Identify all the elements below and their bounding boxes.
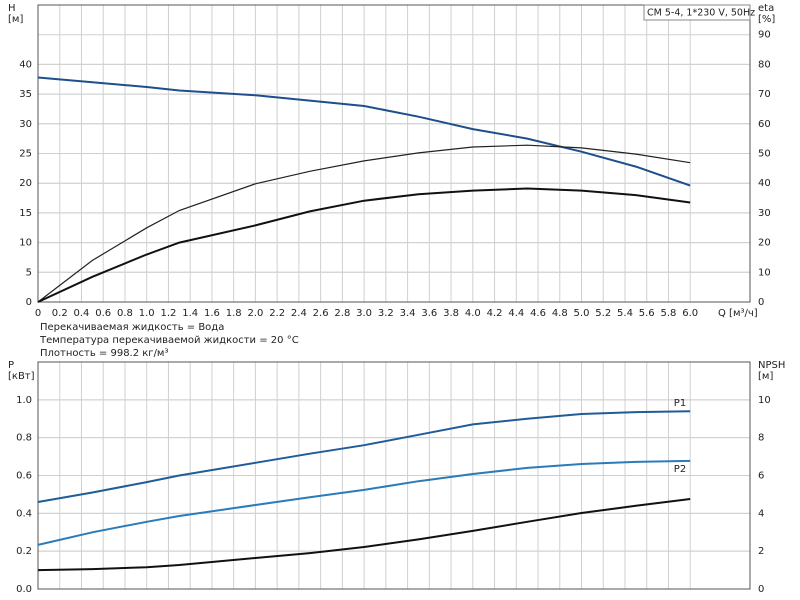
x-tick-label: 3.2 (378, 308, 394, 319)
y-tick-label: 0 (26, 297, 32, 308)
x-tick-label: 4.8 (552, 308, 568, 319)
series-line (37, 459, 691, 546)
y-tick-label: 15 (19, 208, 32, 219)
series-line (37, 410, 691, 503)
y2-tick-label: 50 (758, 149, 771, 160)
y2-tick-label: 6 (758, 471, 764, 482)
note: Температура перекачиваемой жидкости = 20… (39, 335, 299, 346)
y2-tick-label: 10 (758, 267, 771, 278)
y-tick-label: 0.8 (16, 433, 32, 444)
legend-title: CM 5-4, 1*230 V, 50Hz (647, 8, 755, 19)
y-tick-label: 0.0 (16, 584, 32, 595)
x-tick-label: 0.6 (95, 308, 111, 319)
x-tick-label: 4.4 (508, 308, 524, 319)
y2-tick-label: 90 (758, 30, 771, 41)
x-tick-label: 5.2 (595, 308, 611, 319)
y2-tick-label: 80 (758, 59, 771, 70)
y-tick-label: 1.0 (16, 395, 32, 406)
x-tick-label: 0.4 (74, 308, 90, 319)
x-tick-label: 2.4 (291, 308, 307, 319)
y2-tick-label: 2 (758, 546, 764, 557)
x-tick-label: 4.6 (530, 308, 546, 319)
y-tick-label: 0.4 (16, 508, 32, 519)
x-tick-label: 2.8 (334, 308, 350, 319)
y2-tick-label: 70 (758, 89, 771, 100)
y2-tick-label: 20 (758, 238, 771, 249)
series-line (37, 144, 691, 303)
y2-axis-label: eta (758, 3, 774, 14)
series-line (37, 187, 691, 303)
x-tick-label: 1.8 (226, 308, 242, 319)
y2-tick-label: 0 (758, 297, 764, 308)
y-tick-label: 0.6 (16, 471, 32, 482)
y-tick-label: 10 (19, 238, 32, 249)
x-tick-label: 5.4 (617, 308, 633, 319)
x-tick-label: 3.0 (356, 308, 372, 319)
y2-tick-label: 4 (758, 508, 764, 519)
x-tick-label: 6.0 (682, 308, 698, 319)
y-tick-label: 25 (19, 149, 32, 160)
plot-frame (37, 361, 751, 590)
x-tick-label: 3.6 (421, 308, 437, 319)
x-tick-label: 0.8 (117, 308, 133, 319)
series-line (37, 498, 691, 572)
x-tick-label: 5.8 (661, 308, 677, 319)
x-tick-label: 1.6 (204, 308, 220, 319)
series-label: P1 (674, 398, 686, 409)
series-line (37, 76, 691, 187)
series-label: P2 (674, 464, 686, 475)
note: Перекачиваемая жидкость = Вода (40, 322, 224, 333)
y-axis-unit: [кВт] (8, 371, 35, 382)
x-tick-label: 4.0 (465, 308, 481, 319)
y2-axis-label: NPSH (758, 360, 785, 371)
y2-tick-label: 40 (758, 178, 771, 189)
x-tick-label: 1.0 (139, 308, 155, 319)
y-tick-label: 5 (26, 267, 32, 278)
x-tick-label: 0.2 (52, 308, 68, 319)
x-axis-label: Q [м³/ч] (718, 308, 758, 319)
x-tick-label: 2.6 (313, 308, 329, 319)
x-tick-label: 4.2 (487, 308, 503, 319)
x-tick-label: 1.2 (160, 308, 176, 319)
x-tick-label: 5.0 (574, 308, 590, 319)
plot-frame (37, 4, 751, 303)
x-tick-label: 3.8 (443, 308, 459, 319)
x-tick-label: 0 (35, 308, 41, 319)
legend-box (643, 4, 751, 21)
y2-axis-unit: [%] (758, 14, 775, 25)
x-tick-label: 1.4 (182, 308, 198, 319)
y-axis-unit: [м] (8, 14, 23, 25)
y-tick-label: 20 (19, 178, 32, 189)
x-tick-label: 5.6 (639, 308, 655, 319)
y2-tick-label: 10 (758, 395, 771, 406)
y2-axis-unit: [м] (758, 371, 773, 382)
y2-tick-label: 30 (758, 208, 771, 219)
y2-tick-label: 0 (758, 584, 764, 595)
y-tick-label: 35 (19, 89, 32, 100)
y2-tick-label: 8 (758, 433, 764, 444)
y2-tick-label: 60 (758, 119, 771, 130)
y-axis-label: H (8, 3, 16, 14)
note: Плотность = 998.2 кг/м³ (40, 348, 169, 359)
x-tick-label: 2.2 (269, 308, 285, 319)
x-tick-label: 3.4 (400, 308, 416, 319)
y-tick-label: 30 (19, 119, 32, 130)
y-tick-label: 0.2 (16, 546, 32, 557)
y-axis-label: P (8, 360, 14, 371)
y-tick-label: 40 (19, 59, 32, 70)
x-tick-label: 2.0 (247, 308, 263, 319)
